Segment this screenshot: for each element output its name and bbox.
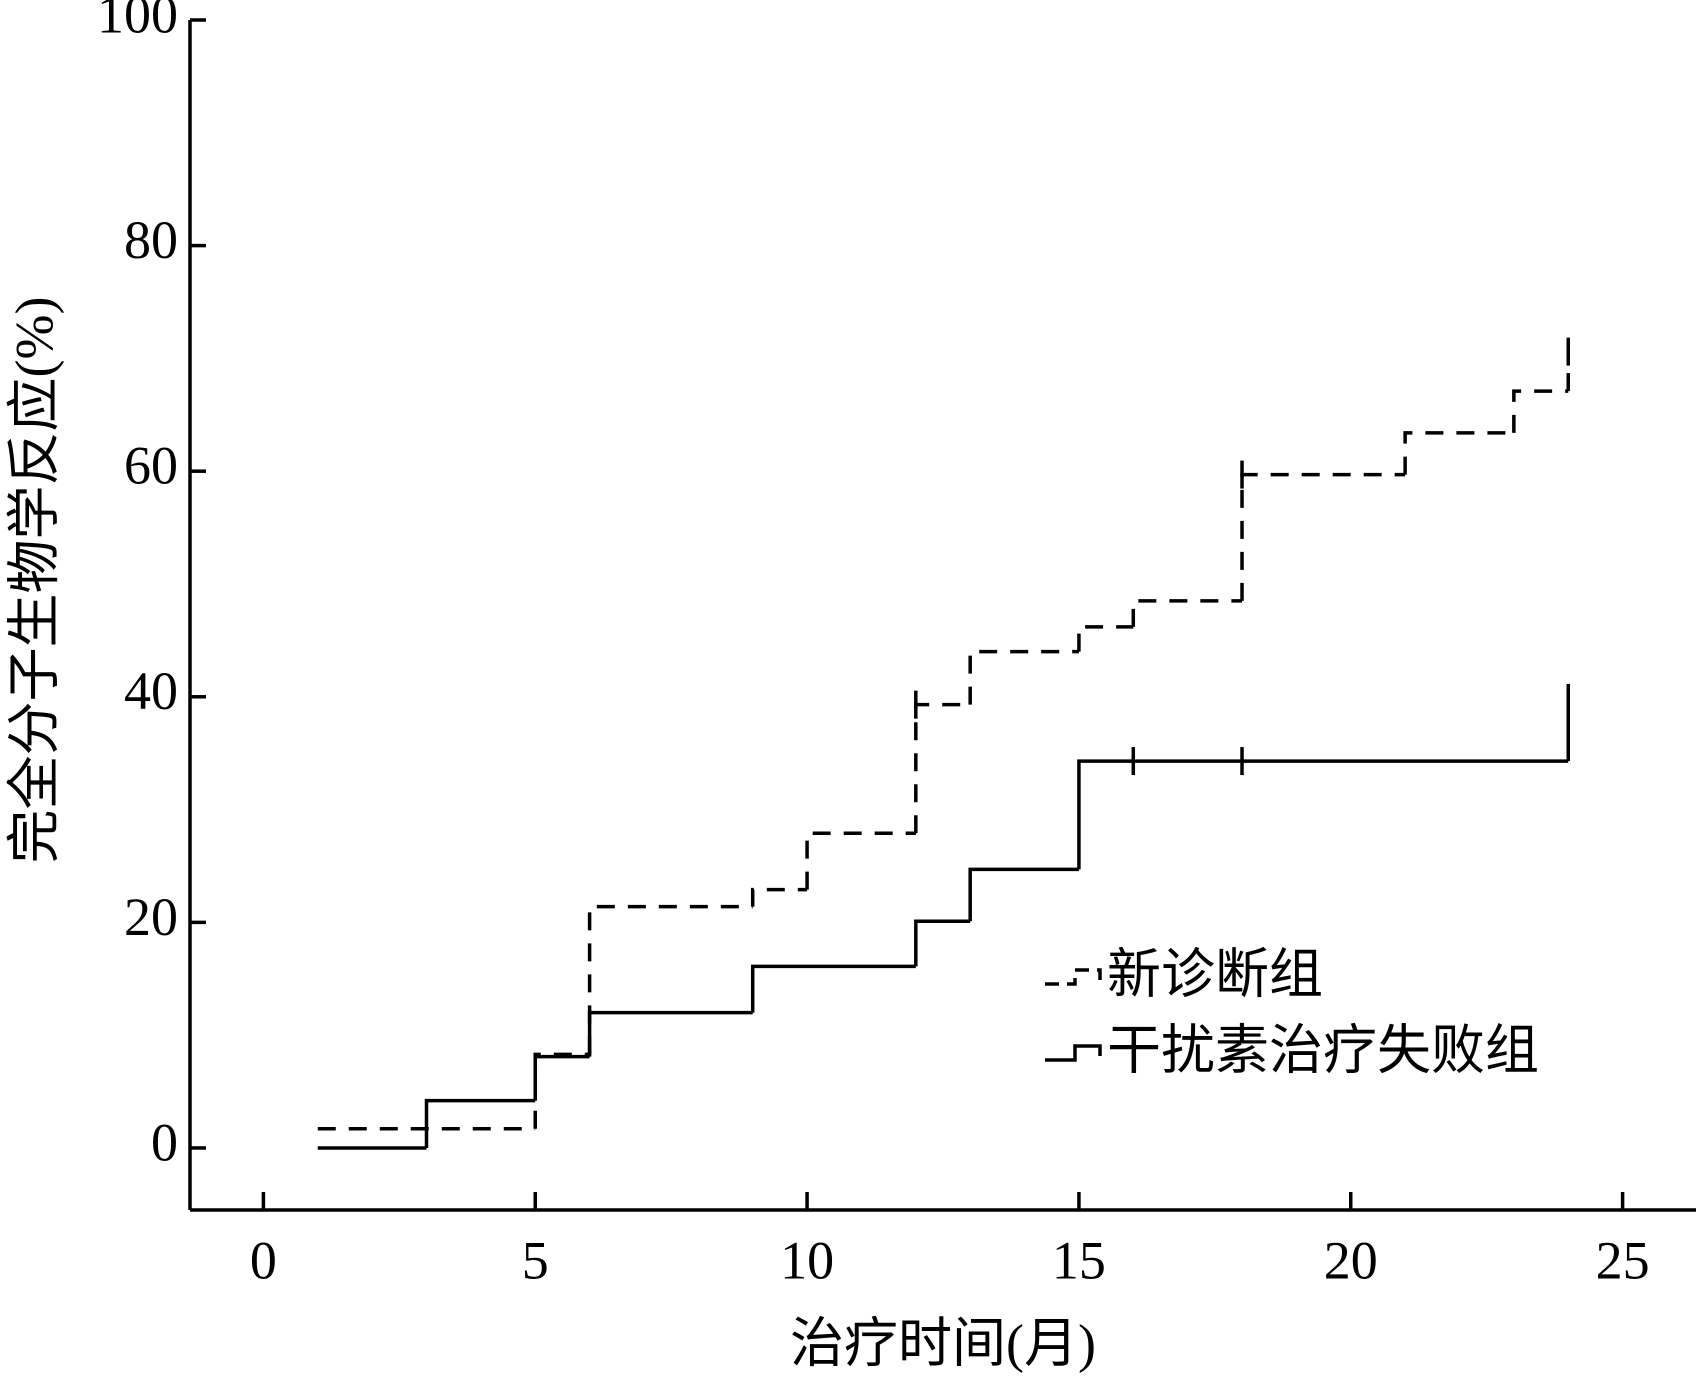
x-tick-label: 10 — [780, 1230, 834, 1290]
step-segment — [968, 867, 1079, 922]
step-segment — [1131, 599, 1243, 627]
x-tick-label: 0 — [250, 1230, 277, 1290]
step-segment — [1077, 625, 1134, 652]
step-segment — [968, 649, 1079, 705]
step-segment — [805, 831, 916, 890]
y-tick-label: 60 — [124, 436, 178, 496]
step-segment — [587, 904, 753, 1055]
y-tick-label: 20 — [124, 887, 178, 947]
x-tick-label: 5 — [522, 1230, 549, 1290]
step-segment — [1077, 759, 1569, 870]
y-tick-label: 0 — [151, 1112, 178, 1172]
step-segment — [1403, 431, 1514, 475]
y-tick-label: 80 — [124, 210, 178, 270]
step-segment — [533, 1054, 590, 1101]
x-tick-label: 20 — [1324, 1230, 1378, 1290]
x-axis-label: 治疗时间(月) — [790, 1313, 1096, 1373]
step-segment — [750, 964, 916, 1013]
y-tick-label: 40 — [124, 661, 178, 721]
y-tick-label: 100 — [97, 0, 178, 44]
step-segment — [587, 1010, 753, 1057]
legend-swatch — [1045, 1044, 1102, 1062]
step-segment — [750, 887, 808, 907]
step-segment — [914, 919, 971, 967]
legend-label: 新诊断组 — [1107, 944, 1323, 1004]
x-tick-label: 15 — [1052, 1230, 1106, 1290]
legend-swatch — [1045, 968, 1102, 986]
step-segment — [424, 1098, 536, 1148]
step-segment — [1240, 472, 1406, 601]
step-segment — [914, 702, 971, 834]
step-segment — [1512, 389, 1569, 433]
step-segment — [533, 1052, 590, 1129]
legend-label: 干扰素治疗失败组 — [1107, 1020, 1539, 1080]
y-axis-label: 完全分子生物学反应(%) — [4, 297, 64, 864]
x-tick-label: 25 — [1596, 1230, 1650, 1290]
